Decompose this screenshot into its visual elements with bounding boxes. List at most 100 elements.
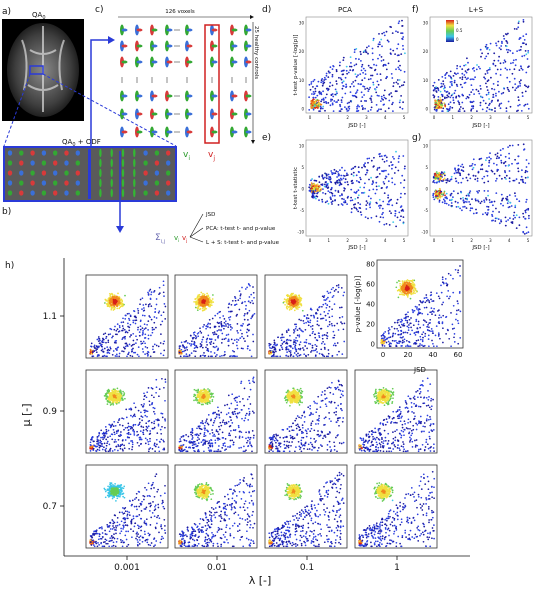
- scatter-point: [508, 157, 511, 160]
- scatter-point: [322, 105, 325, 108]
- scatter-point: [402, 44, 404, 47]
- scatter-point: [127, 422, 130, 425]
- scatter-point: [317, 105, 320, 107]
- scatter-point: [302, 349, 305, 351]
- scatter-point: [205, 301, 208, 304]
- scatter-point: [385, 77, 387, 80]
- scatter-point: [227, 333, 230, 336]
- scatter-point: [151, 331, 154, 334]
- scatter-point: [476, 177, 479, 180]
- scatter-point: [438, 178, 441, 181]
- scatter-point: [103, 446, 105, 449]
- scatter-point: [501, 177, 503, 180]
- scatter-point: [383, 169, 385, 172]
- scatter-point: [508, 68, 511, 71]
- scatter-point: [127, 322, 129, 325]
- scatter-point: [354, 92, 357, 95]
- scatter-point: [321, 198, 323, 201]
- lambda-tick-label: 1: [394, 563, 400, 573]
- scatter-point: [471, 88, 474, 91]
- scatter-point: [332, 330, 335, 333]
- scatter-point: [209, 323, 211, 325]
- scatter-point: [437, 177, 440, 180]
- scatter-point: [396, 54, 399, 57]
- scatter-point: [469, 177, 472, 180]
- odf-glyph: [30, 180, 35, 186]
- scatter-point: [510, 205, 513, 207]
- scatter-point: [191, 340, 193, 343]
- scatter-point: [123, 392, 126, 394]
- scatter-point: [159, 342, 162, 344]
- scatter-point: [436, 105, 439, 108]
- scatter-point: [486, 72, 489, 74]
- scatter-point: [466, 57, 468, 60]
- scatter-point: [194, 335, 197, 337]
- scatter-point: [109, 424, 112, 427]
- scatter-point: [129, 335, 131, 338]
- scatter-point: [220, 342, 223, 344]
- scatter-point: [136, 353, 139, 356]
- scatter-point: [314, 102, 317, 104]
- scatter-point: [93, 347, 96, 349]
- scatter-point: [119, 302, 121, 304]
- scatter-point: [475, 199, 477, 202]
- scatter-point: [437, 96, 440, 98]
- subject-odf-lobe: [121, 60, 128, 64]
- scatter-point: [135, 316, 137, 319]
- scatter-point: [398, 68, 401, 71]
- scatter-point: [479, 85, 482, 87]
- scatter-point: [332, 95, 335, 98]
- scatter-point: [359, 73, 362, 75]
- scatter-point: [357, 74, 359, 77]
- scatter-point: [339, 105, 342, 108]
- scatter-point: [394, 214, 396, 217]
- scatter-point: [153, 328, 155, 331]
- scatter-point: [195, 300, 198, 303]
- scatter-point: [362, 67, 365, 70]
- scatter-point: [316, 323, 319, 326]
- scatter-point: [130, 408, 132, 411]
- scatter-point: [323, 334, 326, 336]
- scatter-point: [367, 52, 369, 55]
- scatter-point: [219, 355, 221, 358]
- scatter-point: [100, 443, 103, 445]
- colorbar-tick-bottom: 0: [456, 37, 459, 42]
- scatter-point: [479, 67, 481, 70]
- scatter-point: [158, 286, 161, 289]
- scatter-point: [321, 107, 324, 110]
- scatter-point: [126, 432, 129, 435]
- scatter-point: [397, 161, 400, 163]
- scatter-point: [123, 447, 126, 450]
- scatter-point: [101, 348, 104, 351]
- scatter-point: [322, 97, 325, 100]
- scatter-point: [163, 386, 165, 389]
- scatter-point: [522, 231, 525, 234]
- scatter-point: [445, 96, 448, 99]
- scatter-point: [381, 32, 384, 35]
- scatter-point: [162, 342, 165, 345]
- scatter-point: [102, 341, 105, 344]
- scatter-point: [362, 107, 364, 109]
- scatter-point: [463, 205, 466, 208]
- scatter-point: [433, 108, 436, 111]
- ellipsis-dot: [174, 45, 176, 47]
- scatter-point: [314, 333, 317, 336]
- scatter-point: [387, 62, 390, 65]
- scatter-point: [392, 156, 394, 158]
- scatter-point: [526, 103, 529, 105]
- scatter-point: [159, 441, 161, 443]
- scatter-point: [432, 181, 434, 183]
- scatter-point: [385, 97, 387, 100]
- scatter-point: [130, 414, 132, 417]
- scatter-point: [364, 182, 366, 185]
- scatter-point: [325, 101, 327, 103]
- subject-odf-lobe: [186, 112, 193, 116]
- scatter-point: [213, 352, 216, 354]
- scatter-point: [239, 337, 242, 339]
- scatter-point: [200, 341, 203, 343]
- scatter-point: [149, 316, 151, 319]
- scatter-point: [117, 330, 120, 333]
- scatter-point: [250, 317, 252, 320]
- scatter-point: [328, 316, 331, 319]
- scatter-point: [288, 306, 290, 309]
